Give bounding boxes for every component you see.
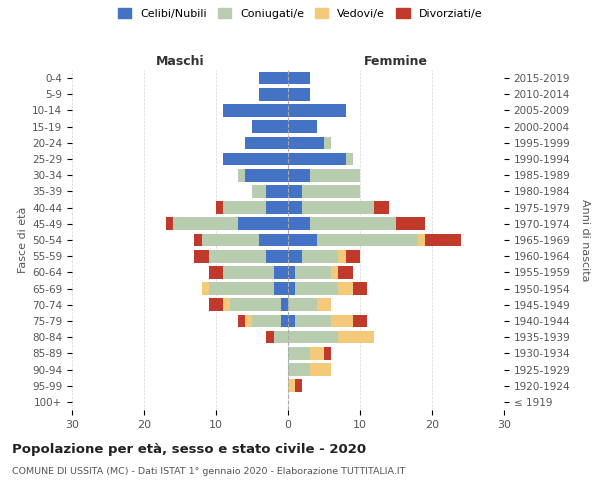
Bar xyxy=(238,169,245,181)
Bar xyxy=(202,234,259,246)
Bar xyxy=(288,202,302,214)
Bar xyxy=(209,282,274,295)
Bar xyxy=(288,120,317,133)
Bar xyxy=(288,185,302,198)
Bar xyxy=(238,218,288,230)
Y-axis label: Fasce di età: Fasce di età xyxy=(18,207,28,273)
Bar xyxy=(353,282,367,295)
Bar xyxy=(302,185,360,198)
Text: COMUNE DI USSITA (MC) - Dati ISTAT 1° gennaio 2020 - Elaborazione TUTTITALIA.IT: COMUNE DI USSITA (MC) - Dati ISTAT 1° ge… xyxy=(12,468,406,476)
Bar xyxy=(216,202,223,214)
Bar xyxy=(223,202,266,214)
Bar xyxy=(288,363,310,376)
Bar xyxy=(310,363,331,376)
Bar xyxy=(338,331,374,344)
Bar xyxy=(317,234,418,246)
Bar xyxy=(310,218,396,230)
Bar xyxy=(310,347,324,360)
Bar xyxy=(288,234,317,246)
Bar xyxy=(266,250,288,262)
Bar xyxy=(223,298,230,311)
Text: Maschi: Maschi xyxy=(155,56,205,68)
Bar xyxy=(288,380,295,392)
Bar xyxy=(288,218,310,230)
Bar xyxy=(310,169,360,181)
Bar xyxy=(173,218,238,230)
Bar xyxy=(223,152,288,166)
Bar xyxy=(425,234,461,246)
Bar xyxy=(288,331,338,344)
Bar xyxy=(209,298,223,311)
Bar xyxy=(259,234,288,246)
Bar xyxy=(223,104,288,117)
Bar xyxy=(266,185,288,198)
Bar xyxy=(194,250,209,262)
Bar xyxy=(374,202,389,214)
Bar xyxy=(346,250,360,262)
Bar xyxy=(288,152,346,166)
Bar xyxy=(245,136,288,149)
Bar xyxy=(288,266,295,278)
Bar xyxy=(288,88,310,101)
Bar xyxy=(209,250,266,262)
Bar xyxy=(252,120,288,133)
Bar xyxy=(331,266,338,278)
Bar xyxy=(245,314,252,328)
Bar xyxy=(288,72,310,85)
Bar xyxy=(194,234,202,246)
Bar xyxy=(324,136,331,149)
Bar xyxy=(274,331,288,344)
Bar xyxy=(317,298,331,311)
Bar xyxy=(324,347,331,360)
Bar xyxy=(288,104,346,117)
Bar xyxy=(302,202,374,214)
Bar xyxy=(396,218,425,230)
Bar xyxy=(302,250,338,262)
Bar xyxy=(238,314,245,328)
Bar xyxy=(166,218,173,230)
Bar xyxy=(230,298,281,311)
Bar xyxy=(288,169,310,181)
Bar xyxy=(259,72,288,85)
Bar xyxy=(209,266,223,278)
Legend: Celibi/Nubili, Coniugati/e, Vedovi/e, Divorziati/e: Celibi/Nubili, Coniugati/e, Vedovi/e, Di… xyxy=(118,8,482,19)
Bar xyxy=(252,314,281,328)
Bar xyxy=(295,266,331,278)
Bar xyxy=(288,298,317,311)
Bar xyxy=(252,185,266,198)
Text: Popolazione per età, sesso e stato civile - 2020: Popolazione per età, sesso e stato civil… xyxy=(12,442,366,456)
Bar xyxy=(288,347,310,360)
Bar xyxy=(338,266,353,278)
Bar xyxy=(223,266,274,278)
Bar xyxy=(281,298,288,311)
Bar xyxy=(338,250,346,262)
Bar xyxy=(266,331,274,344)
Bar xyxy=(331,314,353,328)
Bar xyxy=(295,380,302,392)
Bar xyxy=(295,282,338,295)
Bar xyxy=(274,266,288,278)
Bar xyxy=(288,282,295,295)
Bar xyxy=(259,88,288,101)
Bar xyxy=(288,136,324,149)
Bar xyxy=(266,202,288,214)
Bar xyxy=(288,250,302,262)
Bar xyxy=(281,314,288,328)
Bar xyxy=(418,234,425,246)
Bar xyxy=(353,314,367,328)
Text: Femmine: Femmine xyxy=(364,56,428,68)
Bar xyxy=(274,282,288,295)
Bar xyxy=(245,169,288,181)
Bar xyxy=(346,152,353,166)
Bar xyxy=(295,314,331,328)
Bar xyxy=(202,282,209,295)
Bar xyxy=(288,314,295,328)
Bar xyxy=(338,282,353,295)
Y-axis label: Anni di nascita: Anni di nascita xyxy=(580,198,590,281)
